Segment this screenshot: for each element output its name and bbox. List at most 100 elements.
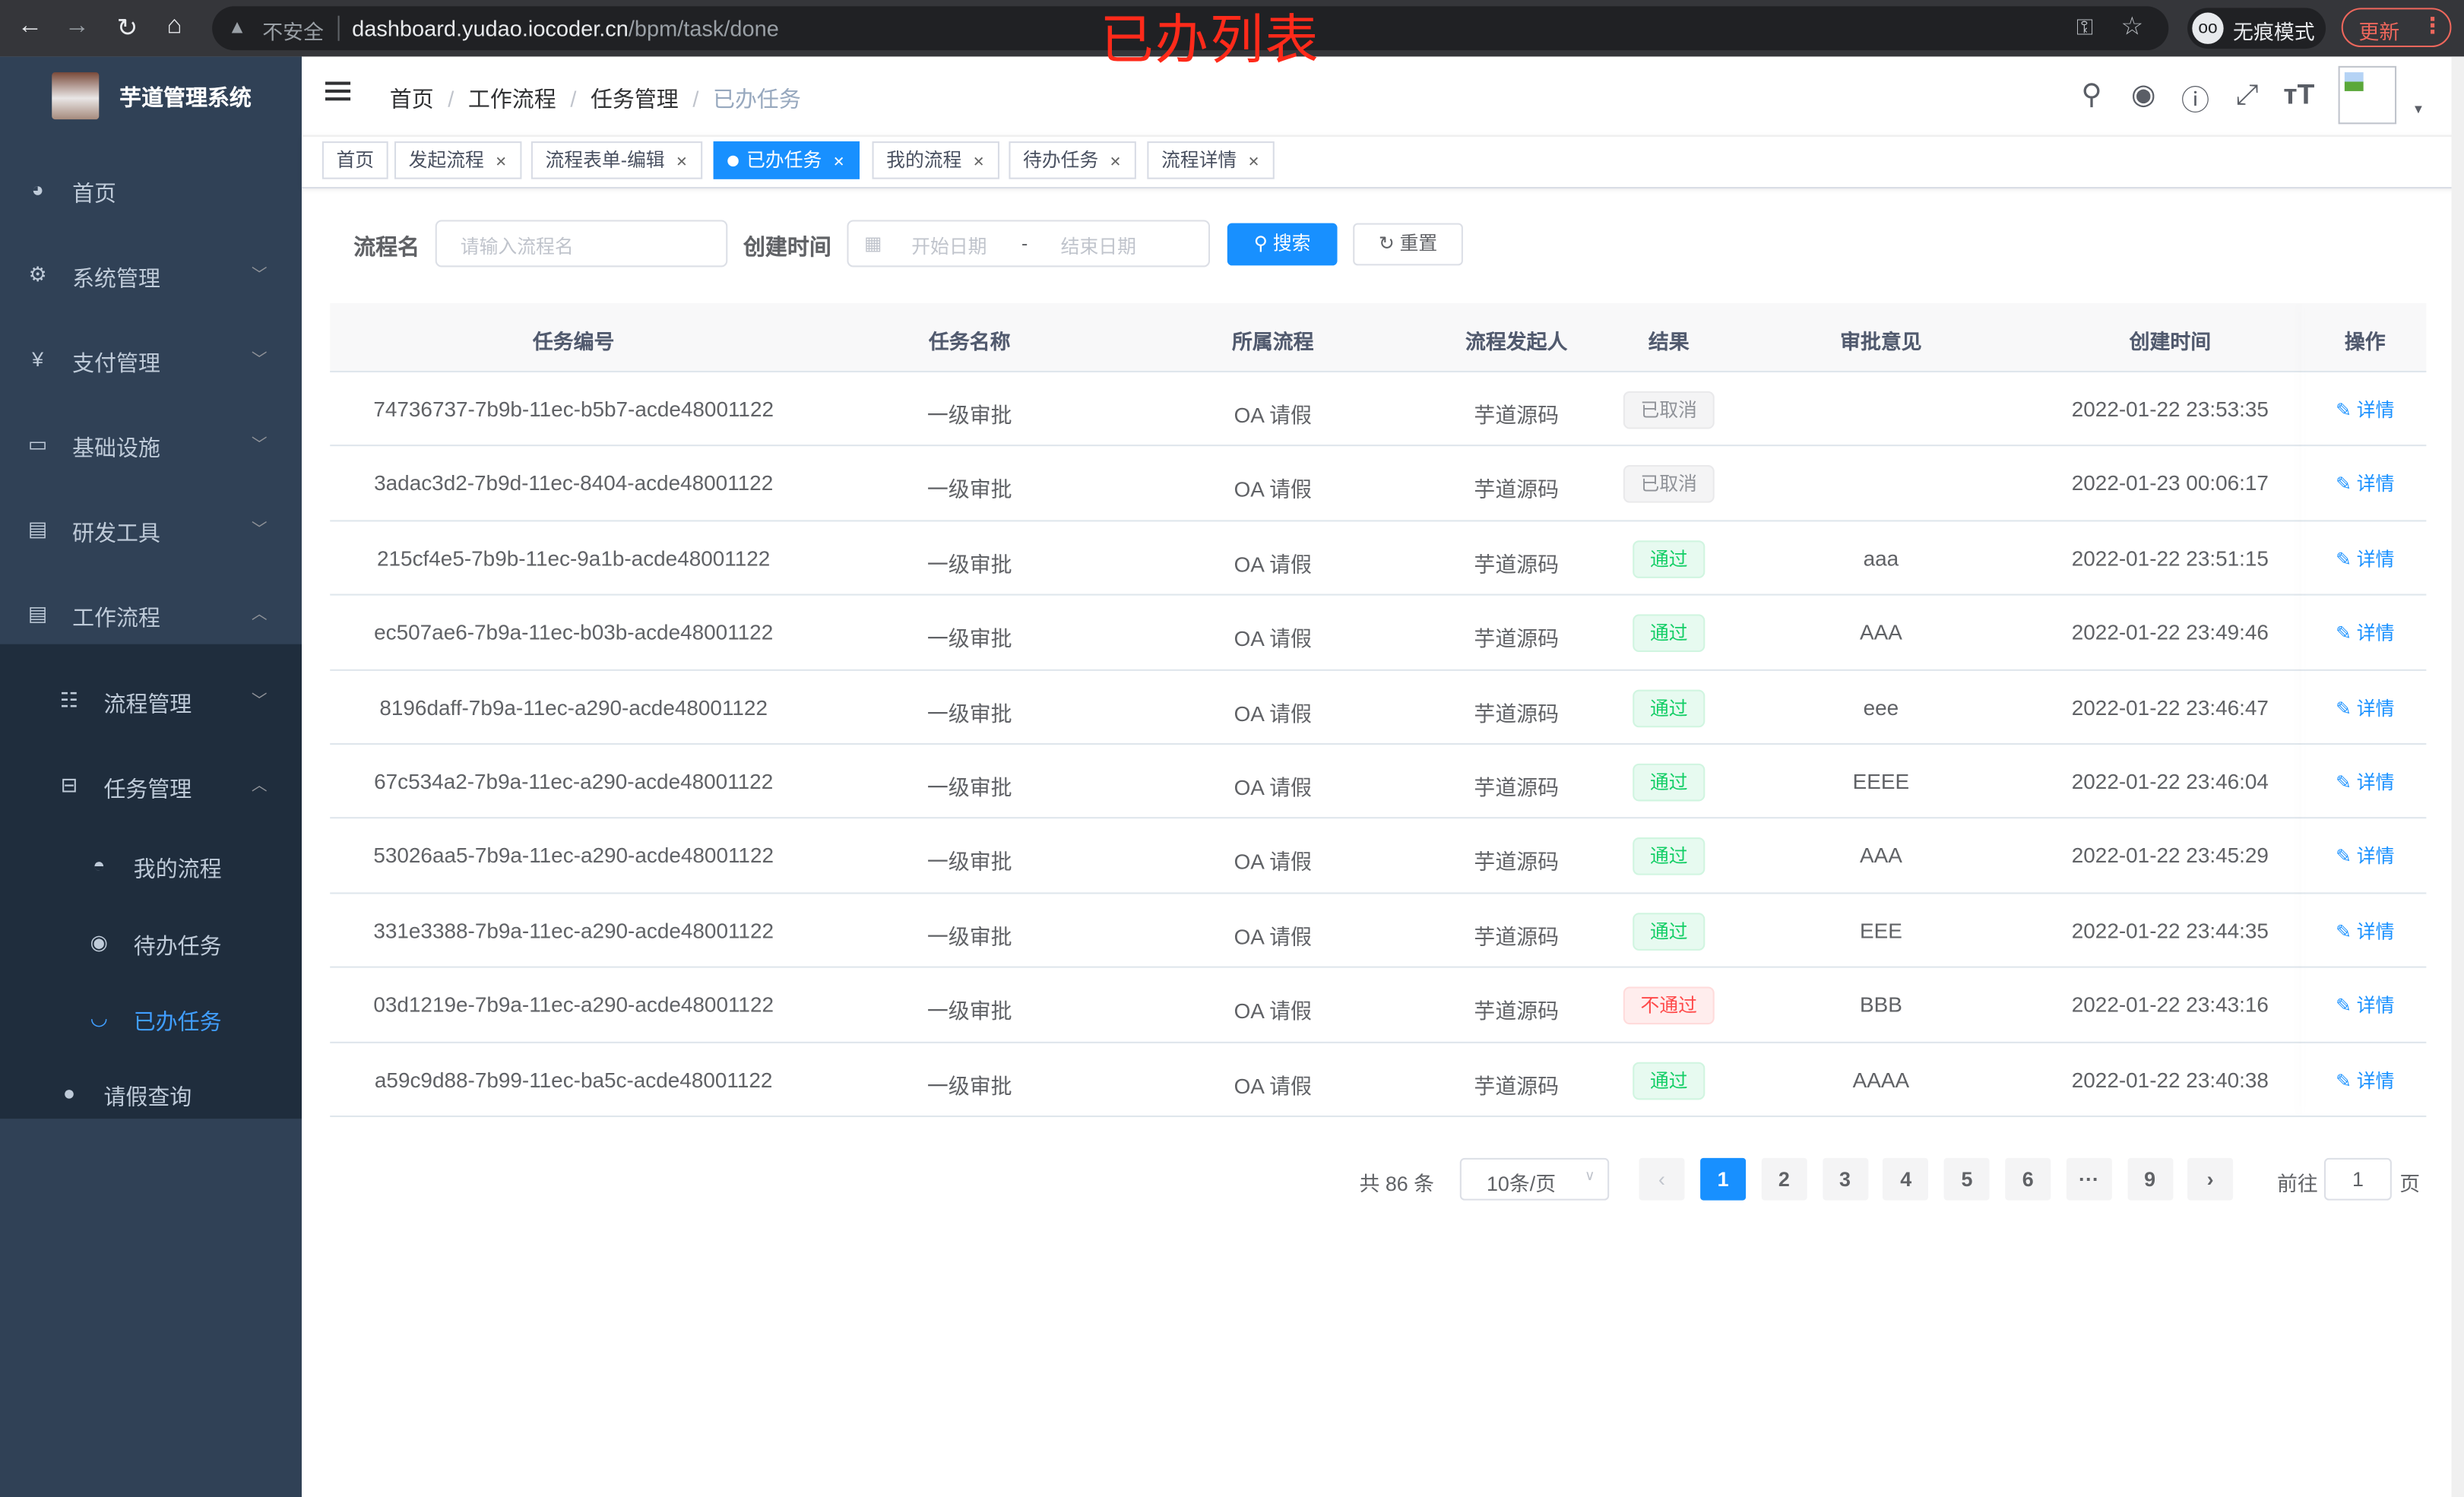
sidebar-item-sidebar-task_items-2[interactable]: ◡ 已办任务 xyxy=(0,979,302,1057)
detail-button[interactable]: ✎ 详情 xyxy=(2336,992,2394,1018)
tag-0[interactable]: 首页 xyxy=(321,141,388,179)
close-icon[interactable]: ✕ xyxy=(972,153,985,170)
scrollbar-track[interactable] xyxy=(2451,56,2464,1497)
sidebar-item-sidebar-items-5[interactable]: ▤ 工作流程 ︿ xyxy=(0,575,302,654)
insecure-label: 不安全 xyxy=(262,20,324,44)
font-size-icon[interactable]: ᴛT xyxy=(2283,78,2315,110)
detail-button[interactable]: ✎ 详情 xyxy=(2336,470,2394,497)
page-button[interactable]: 9 xyxy=(2127,1157,2173,1201)
close-icon[interactable]: ✕ xyxy=(676,153,688,170)
help-icon[interactable]: ⓘ xyxy=(2181,84,2210,117)
update-button[interactable]: 更新 ⋮ xyxy=(2341,8,2452,48)
search-icon[interactable]: ⚲ xyxy=(2081,78,2102,110)
reload-icon[interactable]: ↻ xyxy=(116,15,138,43)
detail-button[interactable]: ✎ 详情 xyxy=(2336,694,2394,720)
detail-button[interactable]: ✎ 详情 xyxy=(2336,619,2394,646)
sidebar-item-sidebar-items-0[interactable]: ◕ 首页 xyxy=(0,150,302,229)
toolbox-icon: ▤ xyxy=(27,517,48,541)
more-pages-button[interactable]: ··· xyxy=(2066,1157,2112,1201)
task-id-cell: 215cf4e5-7b9b-11ec-9a1b-acde48001122 xyxy=(376,546,771,571)
close-icon[interactable]: ✕ xyxy=(1247,153,1260,170)
incognito-badge[interactable]: oo 无痕模式 xyxy=(2187,8,2326,49)
search-button[interactable]: ⚲ 搜索 xyxy=(1227,223,1338,266)
tag-3[interactable]: 已办任务 ✕ xyxy=(713,141,860,179)
page-button[interactable]: 4 xyxy=(1883,1157,1929,1201)
logo xyxy=(52,72,100,120)
page-button[interactable]: 2 xyxy=(1761,1157,1807,1201)
sidebar-item-sidebar-items-4[interactable]: ▤ 研发工具 ﹀ xyxy=(0,490,302,568)
column-header: 结果 xyxy=(1648,330,1690,354)
fullscreen-icon[interactable]: ⤢ xyxy=(2235,78,2259,110)
table-row: 03d1219e-7b9a-11ec-a290-acde48001122 一级审批… xyxy=(330,968,2427,1043)
next-page-button[interactable]: › xyxy=(2187,1157,2234,1201)
key-icon[interactable]: ⚿ xyxy=(2076,14,2094,40)
page-button[interactable]: 5 xyxy=(1944,1157,1990,1201)
page-size-value: 10条/页 xyxy=(1486,1172,1557,1196)
home-icon[interactable]: ⌂ xyxy=(166,12,182,40)
detail-button[interactable]: ✎ 详情 xyxy=(2336,1066,2394,1093)
result-badge: 通过 xyxy=(1633,912,1705,951)
sidebar-item-sidebar-leave_item[interactable]: ● 请假查询 xyxy=(0,1054,302,1132)
sidebar-item-label: 系统管理 xyxy=(72,265,160,291)
star-icon[interactable]: ☆ xyxy=(2120,14,2144,41)
sidebar-item-sidebar-items-2[interactable]: ¥ 支付管理 ﹀ xyxy=(0,321,302,399)
breadcrumb-item[interactable]: 首页 xyxy=(389,86,434,112)
github-icon[interactable]: ◉ xyxy=(2130,78,2156,110)
forward-icon[interactable]: → xyxy=(64,12,90,40)
prev-page-button[interactable]: ‹ xyxy=(1639,1157,1685,1201)
close-icon[interactable]: ✕ xyxy=(832,153,845,170)
detail-label: 详情 xyxy=(2356,399,2395,422)
sidebar-item-sidebar-items-3[interactable]: ▭ 基础设施 ﹀ xyxy=(0,405,302,483)
edit-icon: ✎ xyxy=(2336,995,2357,1017)
tag-2[interactable]: 流程表单-编辑 ✕ xyxy=(530,141,702,179)
detail-label: 详情 xyxy=(2356,697,2395,720)
sidebar-item-label: 首页 xyxy=(72,180,117,206)
end-date-input[interactable]: 结束日期 xyxy=(1060,236,1136,258)
date-range-picker[interactable]: ▦ 开始日期 - 结束日期 xyxy=(847,220,1211,267)
create-time-cell: 2022-01-22 23:49:46 xyxy=(2071,621,2269,645)
breadcrumb-item[interactable]: 工作流程 xyxy=(467,86,556,112)
goto-page-input[interactable]: 1 xyxy=(2323,1157,2392,1201)
table-row: 8196daff-7b9a-11ec-a290-acde48001122 一级审批… xyxy=(330,670,2427,745)
close-icon[interactable]: ✕ xyxy=(1109,153,1122,170)
process-name-input[interactable]: 请输入流程名 xyxy=(435,220,728,267)
sidebar-item-sidebar-task_items-1[interactable]: ◉ 待办任务 xyxy=(0,903,302,981)
detail-button[interactable]: ✎ 详情 xyxy=(2336,545,2394,571)
page-size-select[interactable]: 10条/页 ∨ xyxy=(1459,1157,1610,1201)
url-text[interactable]: dashboard.yudao.iocoder.cn/bpm/task/done xyxy=(352,16,779,41)
column-header: 所属流程 xyxy=(1231,330,1314,354)
column-header: 任务编号 xyxy=(532,330,615,354)
breadcrumb-separator: / xyxy=(692,86,699,112)
sidebar-item-sidebar-items-1[interactable]: ⚙ 系统管理 ﹀ xyxy=(0,236,302,314)
back-icon[interactable]: ← xyxy=(17,12,43,40)
breadcrumb-item[interactable]: 任务管理 xyxy=(590,86,679,112)
hamburger-icon[interactable] xyxy=(325,81,351,104)
sidebar-item-sidebar-sub_items-1[interactable]: ⊟ 任务管理 ︿ xyxy=(0,746,302,824)
search-icon: ⚲ xyxy=(1253,233,1273,255)
tag-6[interactable]: 流程详情 ✕ xyxy=(1147,141,1274,179)
detail-button[interactable]: ✎ 详情 xyxy=(2336,917,2394,944)
edit-icon: ✎ xyxy=(2336,399,2357,422)
tag-4[interactable]: 我的流程 ✕ xyxy=(872,141,999,179)
comment-cell: AAA xyxy=(1859,621,1902,645)
detail-button[interactable]: ✎ 详情 xyxy=(2336,768,2394,795)
create-time-cell: 2022-01-22 23:46:04 xyxy=(2071,770,2269,794)
tag-label: 发起流程 xyxy=(408,149,484,172)
address-bar[interactable]: ▲ 不安全 dashboard.yudao.iocoder.cn/bpm/tas… xyxy=(212,6,2169,51)
start-date-input[interactable]: 开始日期 xyxy=(911,236,987,258)
page-button[interactable]: 1 xyxy=(1700,1157,1747,1201)
detail-button[interactable]: ✎ 详情 xyxy=(2336,843,2394,869)
tag-5[interactable]: 待办任务 ✕ xyxy=(1009,141,1135,179)
sidebar-item-sidebar-task_items-0[interactable]: ◓ 我的流程 xyxy=(0,827,302,905)
page-button[interactable]: 6 xyxy=(2005,1157,2051,1201)
tag-1[interactable]: 发起流程 ✕ xyxy=(394,141,521,179)
caret-down-icon[interactable]: ▼ xyxy=(2412,102,2425,117)
avatar[interactable] xyxy=(2338,65,2397,125)
close-icon[interactable]: ✕ xyxy=(495,153,507,170)
edit-icon: ✎ xyxy=(2336,548,2357,571)
page-button[interactable]: 3 xyxy=(1822,1157,1868,1201)
reset-button[interactable]: ↻ 重置 xyxy=(1353,223,1463,266)
detail-button[interactable]: ✎ 详情 xyxy=(2336,396,2394,423)
tag-label: 我的流程 xyxy=(886,149,962,172)
sidebar-item-sidebar-sub_items-0[interactable]: ☷ 流程管理 ﹀ xyxy=(0,661,302,739)
